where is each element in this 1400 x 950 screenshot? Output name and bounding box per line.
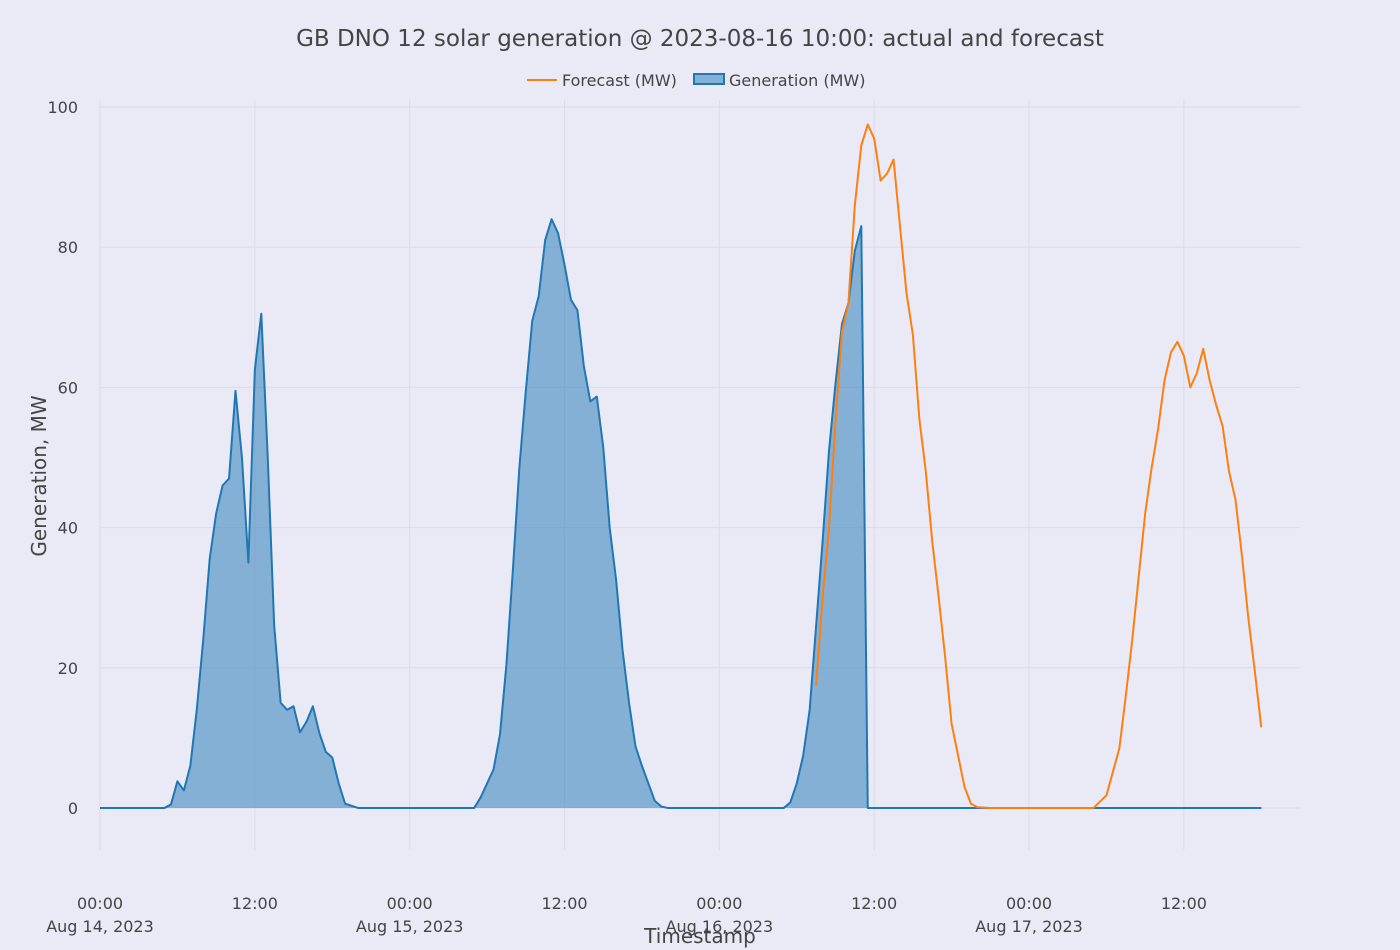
x-tick-date-label: Aug 14, 2023 bbox=[46, 917, 154, 936]
x-tick-labels: 00:00 Aug 14, 2023 12:00 00:00 Aug 15, 2023 1… bbox=[46, 894, 1207, 936]
legend-item-generation[interactable]: Generation (MW) bbox=[693, 71, 865, 90]
generation-series-line[interactable] bbox=[100, 218, 1262, 809]
chart-title: GB DNO 12 solar generation @ 2023-08-16 … bbox=[296, 26, 1104, 52]
y-tick-label: 20 bbox=[58, 659, 78, 678]
forecast-series-line[interactable] bbox=[815, 123, 1263, 809]
x-tick-label: 00:00 bbox=[387, 894, 433, 913]
x-tick-date-label: Aug 17, 2023 bbox=[975, 917, 1083, 936]
x-tick-label: 12:00 bbox=[1161, 894, 1207, 913]
x-tick-date-label: Aug 15, 2023 bbox=[356, 917, 464, 936]
grid-layer bbox=[99, 100, 1300, 850]
y-tick-label: 40 bbox=[58, 519, 78, 538]
legend-label-generation: Generation (MW) bbox=[729, 71, 865, 90]
x-tick-label: 00:00 bbox=[696, 894, 742, 913]
legend-item-forecast[interactable]: Forecast (MW) bbox=[527, 71, 677, 90]
y-tick-labels: 0 20 40 60 80 100 bbox=[47, 98, 78, 818]
y-tick-label: 100 bbox=[47, 98, 78, 117]
x-tick-label: 00:00 bbox=[77, 894, 123, 913]
x-tick-label: 12:00 bbox=[541, 894, 587, 913]
y-axis-title: Generation, MW bbox=[27, 395, 51, 557]
legend-swatch-generation bbox=[693, 73, 725, 85]
x-tick-date-label: Aug 16, 2023 bbox=[666, 917, 774, 936]
series-layer bbox=[100, 123, 1263, 809]
x-tick-label: 00:00 bbox=[1006, 894, 1052, 913]
generation-area-fill bbox=[100, 219, 1262, 808]
y-tick-label: 60 bbox=[58, 378, 78, 397]
y-tick-label: 0 bbox=[68, 799, 78, 818]
legend-label-forecast: Forecast (MW) bbox=[562, 71, 677, 90]
x-tick-label: 12:00 bbox=[232, 894, 278, 913]
legend[interactable]: Forecast (MW) Generation (MW) bbox=[527, 71, 865, 90]
x-axis-title: Timestamp bbox=[643, 924, 756, 948]
y-tick-label: 80 bbox=[58, 238, 78, 257]
x-tick-label: 12:00 bbox=[851, 894, 897, 913]
